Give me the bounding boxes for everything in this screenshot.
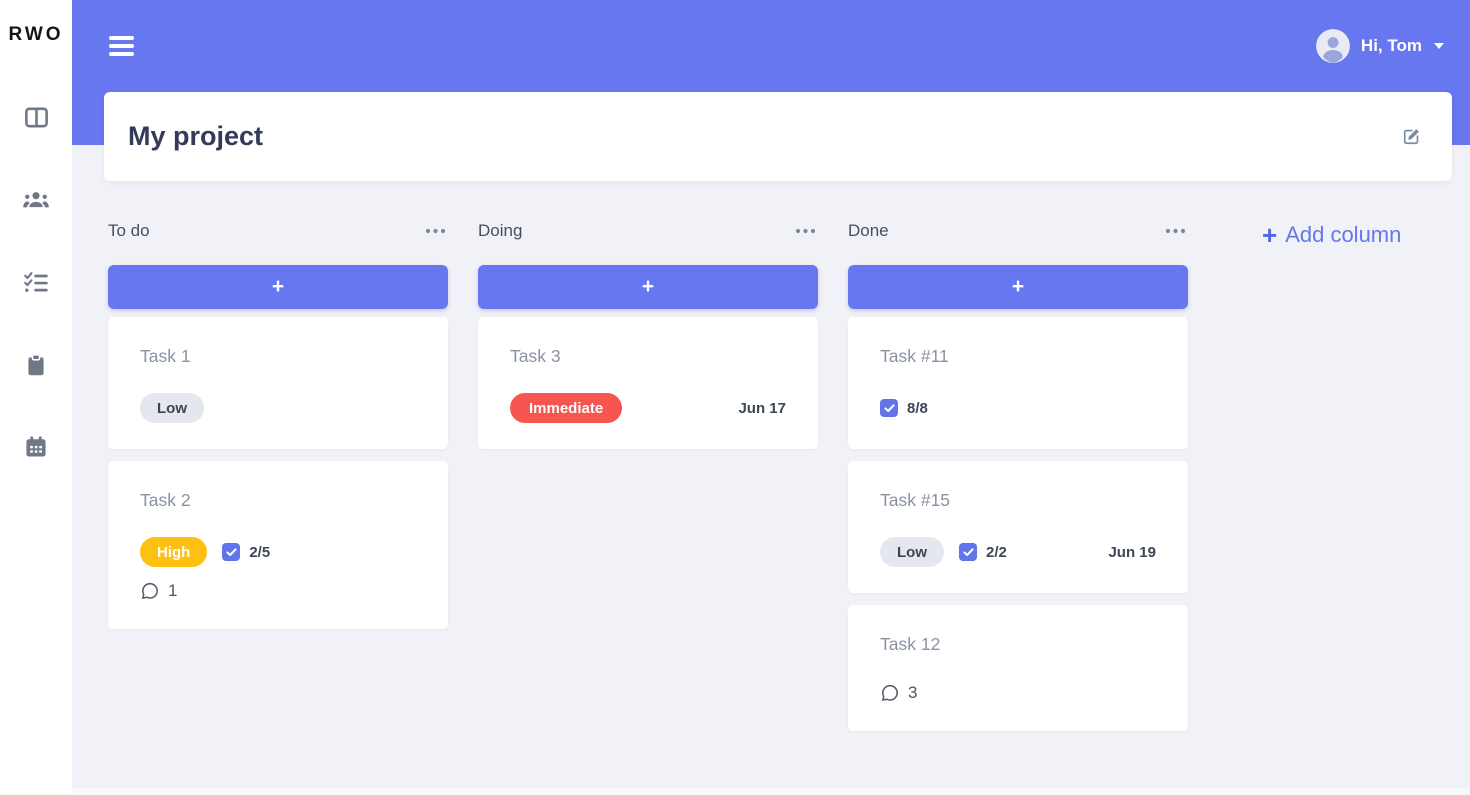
sidebar-item-board[interactable]: [23, 104, 50, 131]
clipboard-icon: [23, 352, 49, 378]
board-column: Doing + Task 3 Immediate Jun 17: [478, 218, 818, 449]
task-card[interactable]: Task #15 Low 2/2 Jun 19: [848, 461, 1188, 593]
task-title: Task 12: [880, 634, 941, 654]
main-area: Hi, Tom My project To do + Task 1 Low Task 2…: [72, 0, 1470, 795]
column-menu-button[interactable]: [1163, 224, 1188, 238]
checklist-count: 8/8: [907, 399, 928, 417]
task-title: Task 2: [140, 490, 191, 510]
add-task-button[interactable]: +: [108, 265, 448, 309]
sidebar-item-checklist[interactable]: [23, 269, 50, 296]
plus-icon: +: [1262, 220, 1278, 250]
edit-icon: [1401, 129, 1422, 150]
priority-badge: Immediate: [510, 393, 623, 423]
sidebar-nav: [22, 104, 50, 460]
card-meta-row: Immediate Jun 17: [510, 393, 786, 423]
calendar-icon: [23, 434, 49, 460]
task-card[interactable]: Task 1 Low: [108, 317, 448, 449]
add-column-label: Add column: [1285, 222, 1402, 247]
add-column-button[interactable]: + Add column: [1262, 222, 1401, 248]
column-menu-button[interactable]: [423, 224, 448, 238]
checklist-indicator: 2/5: [222, 543, 270, 561]
user-menu[interactable]: Hi, Tom: [1315, 29, 1444, 63]
column-title: To do: [108, 221, 150, 240]
task-title: Task 1: [140, 346, 191, 366]
ellipsis-icon: [1165, 222, 1186, 237]
checklist-indicator: 8/8: [880, 399, 928, 417]
column-header: Doing: [478, 218, 818, 244]
card-meta-row: 8/8: [880, 393, 1156, 423]
sidebar-item-calendar[interactable]: [23, 434, 49, 460]
due-date: Jun 19: [1108, 543, 1156, 561]
horizontal-scrollbar[interactable]: [72, 788, 1470, 795]
card-meta-row: High 2/5: [140, 537, 416, 567]
board-icon: [23, 104, 50, 131]
priority-badge: Low: [140, 393, 204, 423]
app-logo[interactable]: RWO: [8, 24, 64, 45]
user-greeting: Hi, Tom: [1360, 36, 1422, 55]
checkbox-checked-icon: [959, 543, 977, 561]
checklist-count: 2/5: [249, 543, 271, 561]
due-date: Jun 17: [738, 399, 786, 417]
task-card[interactable]: Task 3 Immediate Jun 17: [478, 317, 818, 449]
board-column: To do + Task 1 Low Task 2 High 2/5 1: [108, 218, 448, 629]
checkbox-checked-icon: [880, 399, 898, 417]
comment-indicator: 3: [880, 681, 1156, 705]
column-title: Done: [848, 221, 889, 240]
users-icon: [22, 187, 50, 213]
user-avatar-icon: [1315, 29, 1350, 63]
topbar: Hi, Tom: [72, 0, 1470, 92]
ellipsis-icon: [795, 222, 816, 237]
task-title: Task #15: [880, 490, 951, 510]
checkbox-checked-icon: [222, 543, 241, 561]
comment-icon: [880, 683, 900, 703]
priority-badge: Low: [880, 537, 944, 567]
priority-badge: High: [140, 537, 208, 567]
column-menu-button[interactable]: [793, 224, 818, 238]
board: To do + Task 1 Low Task 2 High 2/5 1 Doing + Task …: [72, 181, 1470, 731]
column-header: To do: [108, 218, 448, 244]
checklist-icon: [23, 269, 50, 296]
task-card[interactable]: Task #11 8/8: [848, 317, 1188, 449]
board-column: Done + Task #11 8/8 Task #15 Low 2/2 Jun 19 Task…: [848, 218, 1188, 731]
comment-icon: [140, 581, 160, 601]
task-title: Task #11: [880, 346, 949, 366]
comment-indicator: 1: [140, 579, 416, 603]
task-card[interactable]: Task 2 High 2/5 1: [108, 461, 448, 629]
menu-toggle-button[interactable]: [109, 32, 134, 59]
sidebar-item-users[interactable]: [22, 187, 50, 213]
page-title: My project: [128, 121, 264, 151]
checklist-indicator: 2/2: [959, 543, 1007, 561]
card-meta-row: Low 2/2 Jun 19: [880, 537, 1156, 567]
task-card[interactable]: Task 12 3: [848, 605, 1188, 731]
column-header: Done: [848, 218, 1188, 244]
checklist-count: 2/2: [986, 543, 1007, 561]
chevron-down-icon: [1434, 43, 1444, 49]
card-meta-row: Low: [140, 393, 416, 423]
add-task-button[interactable]: +: [478, 265, 818, 309]
ellipsis-icon: [425, 222, 446, 237]
sidebar: RWO: [0, 0, 72, 795]
comment-count: 3: [908, 683, 918, 702]
column-title: Doing: [478, 221, 523, 240]
add-task-button[interactable]: +: [848, 265, 1188, 309]
project-header-card: My project: [104, 92, 1452, 181]
edit-project-button[interactable]: [1401, 126, 1422, 147]
sidebar-item-clipboard[interactable]: [23, 352, 49, 378]
task-title: Task 3: [510, 346, 561, 366]
comment-count: 1: [168, 581, 178, 600]
